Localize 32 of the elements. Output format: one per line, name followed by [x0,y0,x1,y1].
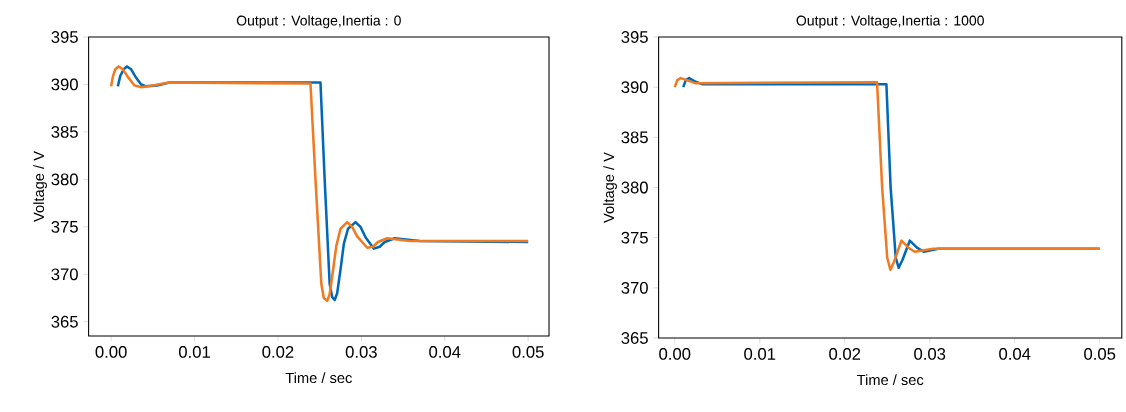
chart-title: Output : Voltage,Inertia : 0 [236,15,401,29]
x-axis-title: Time / sec [285,372,352,384]
y-tick-label: 395 [51,31,78,43]
x-tick-label: 0.03 [345,346,377,358]
y-tick-label: 385 [621,131,648,144]
y-tick-label: 375 [621,231,648,244]
y-tick-label: 375 [51,220,78,233]
x-tick-label: 0.02 [829,348,861,360]
y-tick-label: 390 [621,81,648,94]
x-tick-label: 0.04 [429,346,461,358]
x-tick-label: 0.02 [262,346,294,358]
x-tick-label: 0.03 [914,348,946,360]
y-tick-label: 365 [621,332,648,344]
x-tick-label: 0.01 [178,346,210,358]
y-tick-label: 380 [51,173,78,186]
y-tick-label: 380 [621,181,648,194]
y-tick-label: 365 [51,315,78,328]
y-tick-label: 390 [51,78,78,91]
x-tick-label: 0.00 [95,346,127,358]
x-tick-label: 0.00 [659,348,691,360]
x-tick-label: 0.05 [512,346,544,358]
y-axis-title: Voltage / V [33,151,47,222]
y-tick-label: 385 [51,126,78,138]
x-tick-label: 0.01 [744,348,776,360]
y-tick-label: 370 [51,268,78,281]
y-tick-label: 395 [621,31,648,43]
y-axis-title: Voltage / V [603,152,617,223]
x-axis-title: Time / sec [857,374,924,386]
x-tick-label: 0.05 [1084,348,1116,360]
y-tick-label: 370 [621,281,648,294]
chart-title: Output : Voltage,Inertia : 1000 [796,15,984,29]
x-tick-label: 0.04 [999,348,1031,360]
